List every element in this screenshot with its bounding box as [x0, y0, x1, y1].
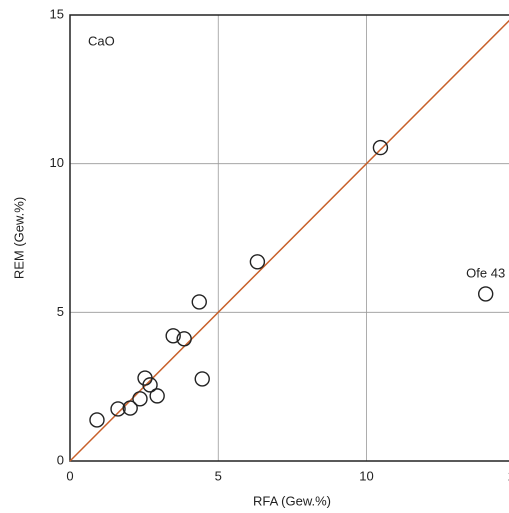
point [191, 294, 207, 310]
reference-line [69, 19, 509, 462]
x-tick-label: 15 [508, 468, 509, 483]
x-axis-label: RFA (Gew.%) [253, 493, 331, 508]
point-label: Ofe 43 [466, 265, 505, 280]
point [477, 286, 494, 302]
x-tick-label: 0 [66, 468, 73, 483]
point [165, 328, 181, 344]
y-tick-label: 0 [57, 452, 64, 467]
point [194, 371, 210, 387]
point [122, 400, 138, 416]
point [89, 412, 105, 428]
point [176, 331, 192, 347]
point [372, 139, 389, 156]
chart-title: CaO [88, 33, 115, 48]
y-axis-label: REM (Gew.%) [11, 197, 26, 279]
y-tick-label: 10 [50, 155, 64, 170]
x-tick-label: 10 [359, 468, 373, 483]
y-tick-label: 5 [57, 304, 64, 319]
x-tick-label: 5 [215, 468, 222, 483]
point [149, 388, 165, 404]
y-tick-label: 15 [50, 6, 64, 21]
point [142, 377, 158, 393]
point [132, 391, 148, 407]
point [249, 254, 266, 270]
point [110, 401, 126, 417]
plot-frame [69, 14, 509, 462]
